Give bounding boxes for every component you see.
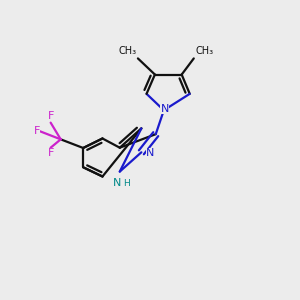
Text: H: H (123, 178, 130, 188)
Text: CH₃: CH₃ (118, 46, 136, 56)
Text: N: N (113, 178, 122, 188)
Text: F: F (47, 148, 54, 158)
Text: F: F (47, 111, 54, 121)
Text: F: F (34, 126, 40, 136)
Text: CH₃: CH₃ (195, 46, 213, 56)
Text: N: N (160, 104, 169, 114)
Text: N: N (146, 148, 154, 158)
